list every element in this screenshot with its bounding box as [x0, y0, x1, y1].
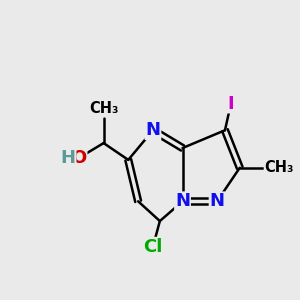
- Text: Cl: Cl: [143, 238, 163, 256]
- Text: CH₃: CH₃: [89, 101, 118, 116]
- Text: H: H: [61, 149, 76, 167]
- Text: N: N: [146, 121, 160, 139]
- Text: N: N: [210, 192, 225, 210]
- Text: O: O: [71, 149, 87, 167]
- Text: I: I: [228, 94, 234, 112]
- Text: N: N: [175, 192, 190, 210]
- Text: CH₃: CH₃: [264, 160, 294, 175]
